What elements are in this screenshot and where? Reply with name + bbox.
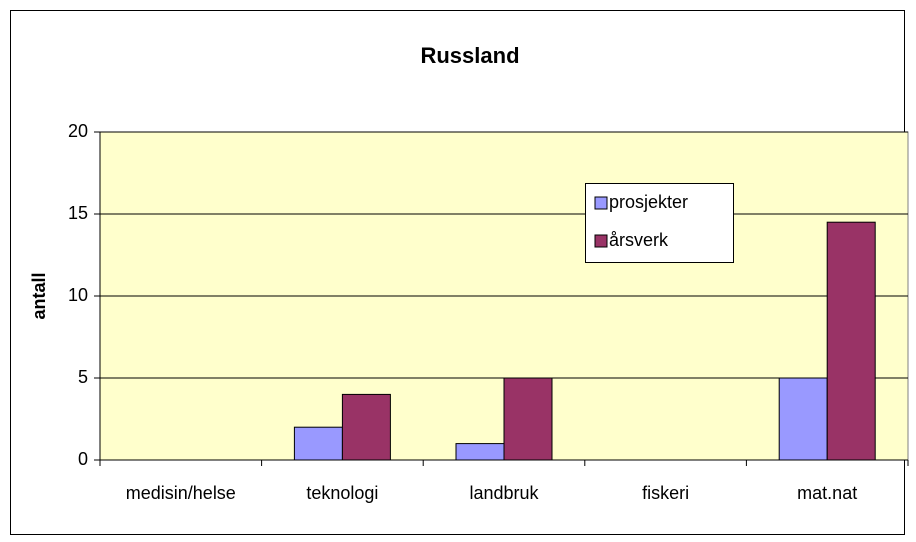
x-tick-label: teknologi	[306, 483, 378, 503]
x-tick-label: fiskeri	[642, 483, 689, 503]
y-tick-label: 0	[78, 449, 88, 469]
legend-swatch	[594, 234, 608, 248]
y-tick-label: 10	[68, 285, 88, 305]
bar	[826, 221, 876, 461]
x-tick-label: landbruk	[469, 483, 539, 503]
bar	[293, 426, 343, 461]
bar	[455, 443, 505, 461]
y-tick-label: 15	[68, 203, 88, 223]
y-axis-label: antall	[29, 272, 49, 319]
legend-label: årsverk	[609, 230, 669, 250]
legend-swatch	[594, 196, 608, 210]
x-tick-label: mat.nat	[797, 483, 857, 503]
bar	[503, 377, 553, 461]
y-tick-label: 20	[68, 121, 88, 141]
y-tick-label: 5	[78, 367, 88, 387]
bar	[778, 377, 828, 461]
chart-title: Russland	[420, 43, 519, 68]
legend-box	[585, 183, 734, 263]
bar	[341, 393, 391, 461]
x-tick-label: medisin/helse	[126, 483, 236, 503]
legend-label: prosjekter	[609, 192, 688, 212]
